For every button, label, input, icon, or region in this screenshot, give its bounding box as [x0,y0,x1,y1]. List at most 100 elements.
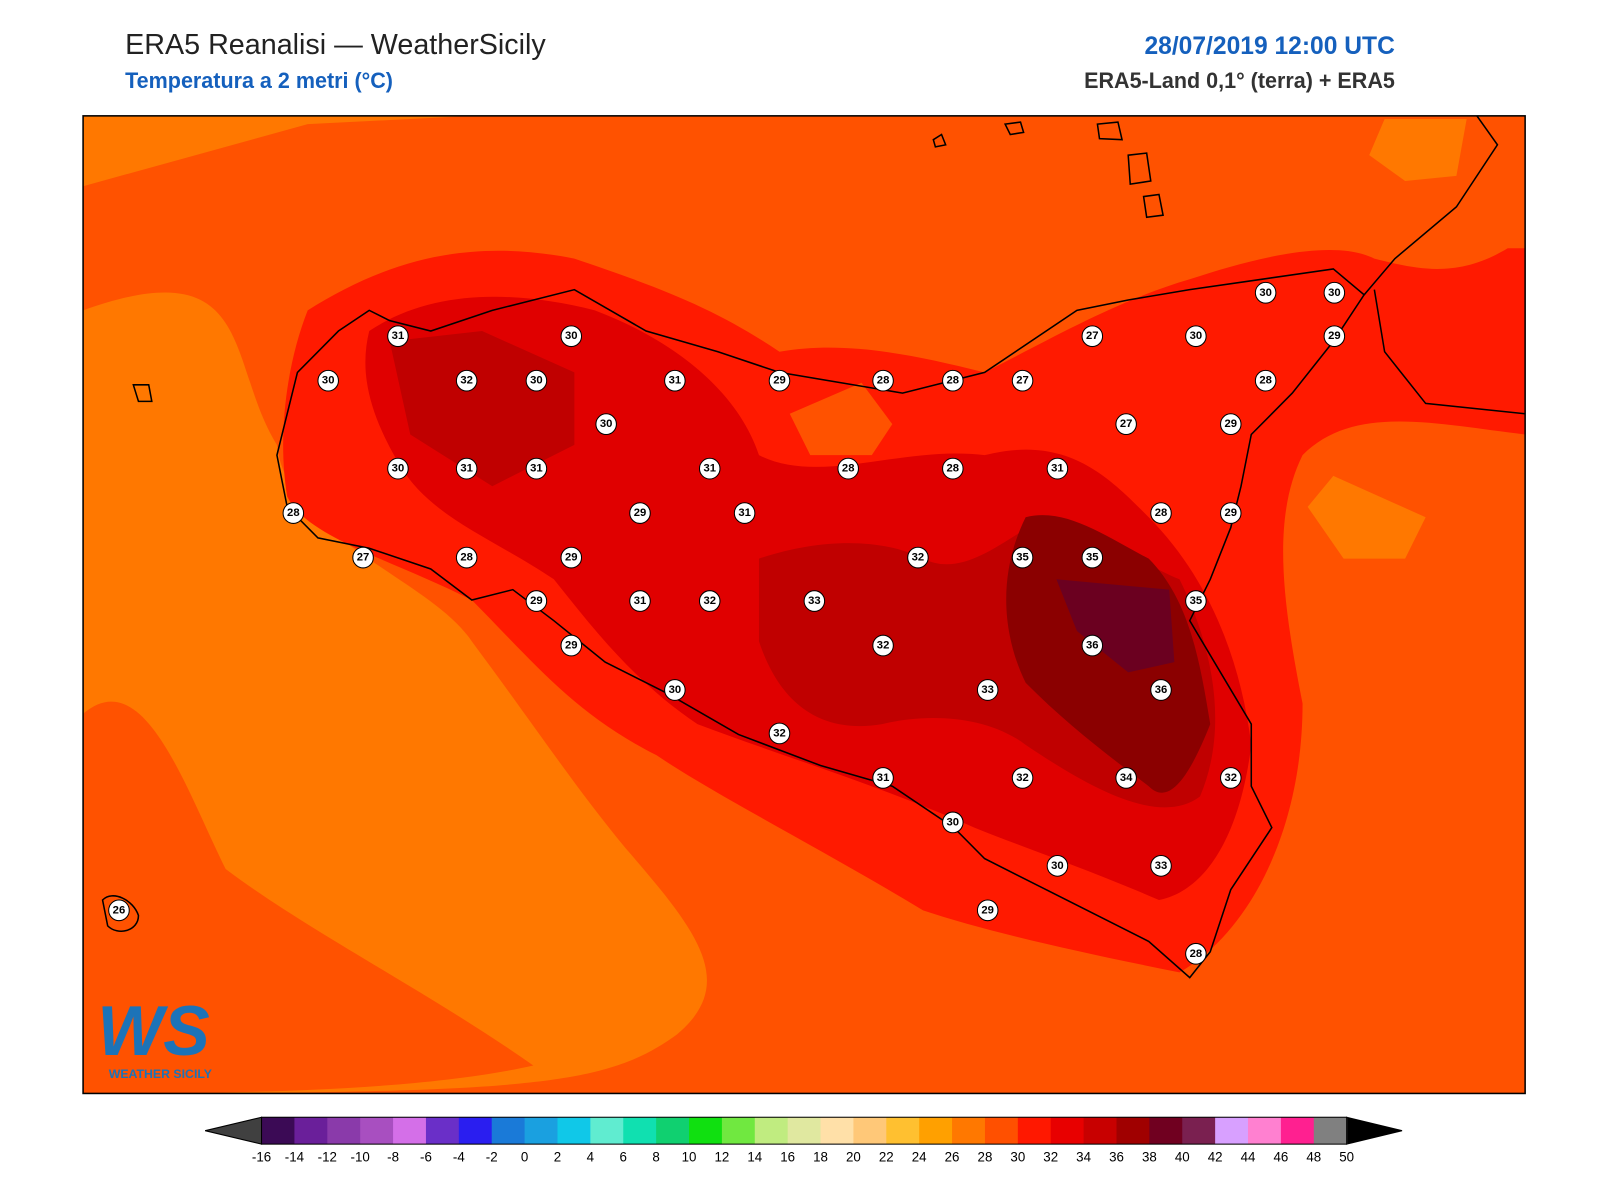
station-marker [352,546,374,569]
colorbar-bin [623,1117,657,1145]
station-marker [698,457,721,480]
colorbar-label: 36 [1109,1150,1124,1165]
station-value: 29 [565,552,578,564]
station-marker [1150,679,1172,701]
station-marker [837,457,859,480]
station-marker [560,325,583,348]
colorbar-bin [524,1117,558,1145]
colorbar-label: 14 [747,1150,762,1165]
station-marker [733,502,756,524]
station-value: 28 [1190,948,1203,960]
station-value: 31 [703,463,716,475]
colorbar-bin [360,1117,394,1145]
subtitle: Temperatura a 2 metri (°C) [125,68,393,93]
station-value: 30 [322,375,335,387]
station-marker [942,457,964,480]
station-marker [387,457,409,480]
station-marker [595,413,617,436]
colorbar-label: 50 [1339,1150,1354,1165]
colorbar-label: 48 [1306,1150,1321,1165]
station-marker [108,899,130,922]
station-marker [525,590,548,612]
station-value: 31 [460,463,473,475]
colorbar-label: 0 [521,1150,528,1165]
station-marker [698,590,721,612]
station-marker [768,369,791,392]
station-value: 33 [981,684,994,696]
station-value: 28 [460,552,473,564]
colorbar-label: 40 [1175,1150,1190,1165]
station-marker [1115,767,1137,789]
station-value: 29 [981,904,994,916]
station-value: 28 [1259,375,1272,387]
station-value: 33 [1155,860,1168,872]
colorbar-under [205,1116,263,1145]
station-value: 27 [1086,330,1099,342]
colorbar-bin [425,1117,460,1145]
station-value: 35 [1086,552,1099,564]
station-value: 28 [842,463,855,475]
station-marker [942,369,964,392]
station-marker [907,546,929,569]
station-value: 30 [530,375,543,387]
colorbar-label: 44 [1241,1150,1256,1165]
station-value: 36 [1086,639,1099,651]
station-value: 29 [773,375,786,387]
station-value: 30 [947,816,960,828]
colorbar-bin [853,1117,887,1145]
station-value: 31 [738,507,751,519]
colorbar-label: 2 [554,1150,561,1165]
station-value: 30 [392,463,405,475]
datetime: 28/07/2019 12:00 UTC [1144,33,1395,60]
station-marker [1011,546,1034,569]
colorbar-bin [1313,1117,1348,1145]
station-value: 30 [565,330,578,342]
station-marker [1081,546,1104,569]
colorbar-bin [261,1117,295,1145]
colorbar-label: 32 [1043,1150,1058,1165]
colorbar-label: -8 [387,1150,399,1165]
colorbar-label: 26 [945,1150,960,1165]
station-value: 30 [1051,860,1064,872]
station-value: 29 [565,639,578,651]
station-marker [455,546,478,569]
logo: WS [97,992,209,1070]
station-marker [629,502,651,524]
colorbar-label: 10 [682,1150,697,1165]
station-value: 29 [1224,418,1237,430]
colorbar-bin [1017,1117,1052,1145]
station-marker [872,634,894,657]
colorbar-bin [1116,1117,1150,1145]
station-marker [1220,413,1242,436]
colorbar-label: -10 [351,1150,370,1165]
colorbar-bin [590,1117,624,1145]
colorbar-label: 20 [846,1150,861,1165]
station-value: 32 [703,595,716,607]
station-marker [1185,325,1207,348]
station-marker [1150,502,1172,524]
colorbar-bin [1182,1117,1216,1145]
colorbar-bin [393,1117,427,1145]
colorbar-bin [1083,1117,1118,1145]
station-value: 33 [808,595,821,607]
station-value: 32 [773,727,786,739]
station-value: 32 [877,639,890,651]
station-marker [664,369,686,392]
colorbar-bin [1248,1117,1282,1145]
station-marker [1150,855,1172,877]
station-value: 30 [669,684,682,696]
colorbar-bin [754,1117,789,1145]
colorbar-bin [689,1117,723,1145]
colorbar-label: 6 [620,1150,627,1165]
colorbar-bin [458,1117,493,1145]
colorbar-bin [919,1117,953,1145]
station-marker [1011,767,1034,789]
colorbar-label: 42 [1208,1150,1223,1165]
colorbar-label: 8 [652,1150,659,1165]
station-marker [1323,281,1346,304]
colorbar-frame [261,1116,1348,1145]
station-marker [1046,457,1069,480]
station-marker [560,546,583,569]
station-value: 32 [912,552,925,564]
